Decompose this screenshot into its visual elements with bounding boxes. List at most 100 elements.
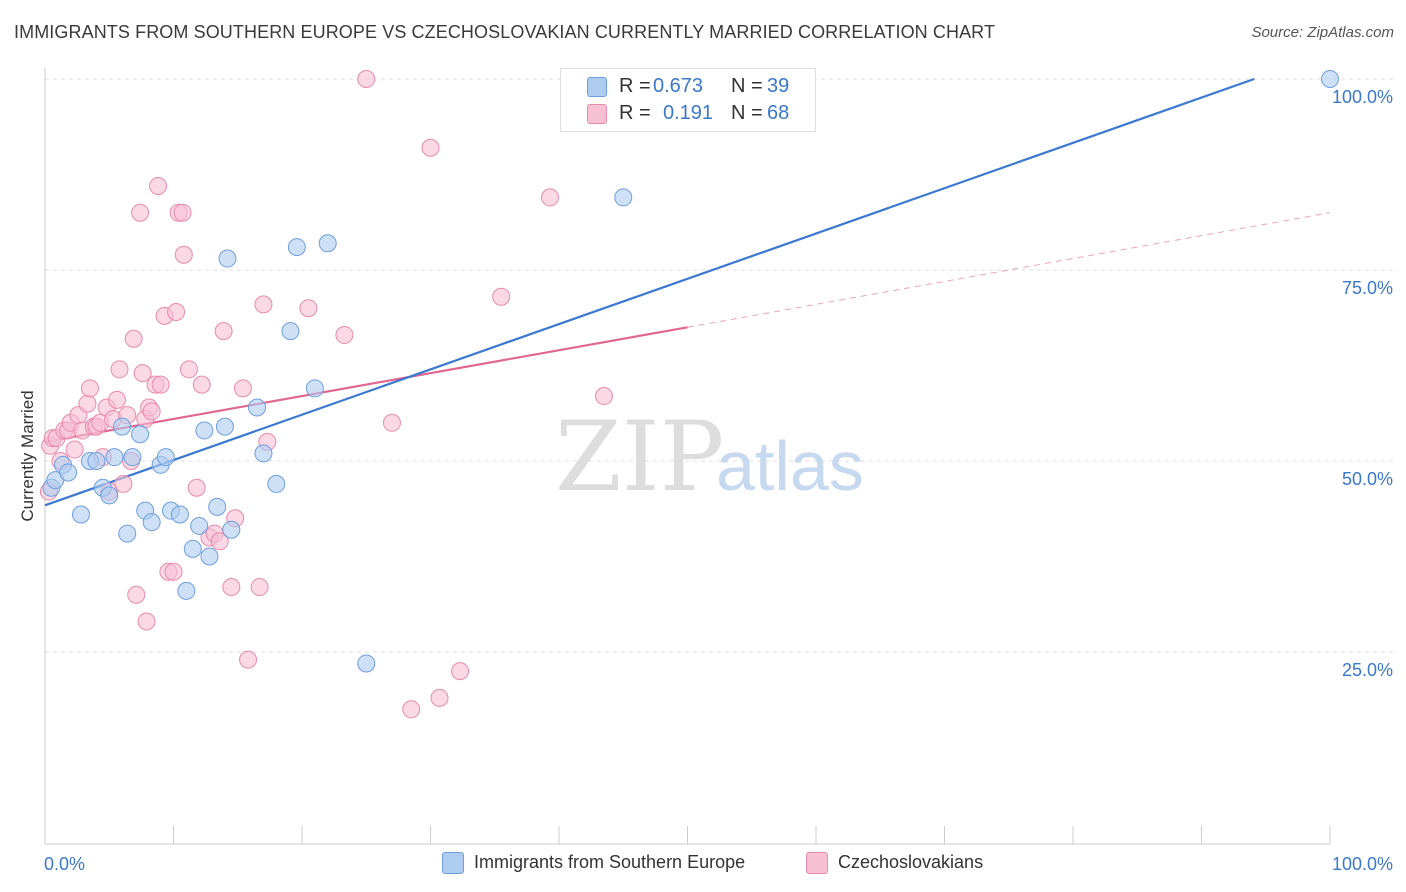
chart-title: IMMIGRANTS FROM SOUTHERN EUROPE VS CZECH… (14, 22, 996, 42)
czechoslovakian-point (492, 287, 511, 306)
bottom-legend-label-blue: Immigrants from Southern Europe (474, 852, 746, 872)
czechoslovakian-point (335, 325, 354, 344)
czechoslovakian-point (107, 390, 126, 409)
czechoslovakian-point (65, 440, 84, 459)
legend-n-label: N = (731, 74, 763, 97)
czechoslovakian-point (239, 650, 258, 669)
legend-swatch-pink (587, 104, 607, 124)
southern-europe-point (118, 524, 137, 543)
czechoslovakian-point (114, 474, 133, 493)
x-tick-label: 100.0% (1332, 854, 1393, 874)
czechoslovakian-point (133, 364, 152, 383)
x-tick-label: 0.0% (44, 854, 85, 874)
blue-trend-line (44, 77, 1255, 507)
legend-r-value-pink: 0.191 (663, 101, 714, 124)
southern-europe-point (170, 505, 189, 524)
y-tick-label: 100.0% (1332, 87, 1393, 107)
gridlines (45, 78, 1395, 653)
southern-europe-point (248, 398, 267, 417)
southern-europe-point (183, 539, 202, 558)
southern-europe-point (131, 425, 150, 444)
czechoslovakian-point (214, 322, 233, 341)
watermark-zip: ZIP (555, 401, 724, 513)
czechoslovakian-point (233, 379, 252, 398)
southern-europe-point (305, 379, 324, 398)
southern-europe-point (156, 448, 175, 467)
legend-n-value-blue: 39 (767, 74, 790, 97)
southern-europe-point (200, 547, 219, 566)
czechoslovakian-point (187, 478, 206, 497)
czechoslovakian-point (164, 562, 183, 581)
tick-labels: 25.0% 50.0% 75.0% 100.0% 0.0% 100.0% Currently… (18, 87, 1393, 874)
czechoslovakian-point (254, 295, 273, 314)
czechoslovakian-point (151, 375, 170, 394)
czechoslovakian-point (131, 203, 150, 222)
y-tick-label: 50.0% (1342, 469, 1393, 489)
southern-europe-points (42, 70, 1339, 673)
y-axis-label: Currently Married (18, 390, 37, 521)
czechoslovakian-point (192, 375, 211, 394)
southern-europe-point (267, 474, 286, 493)
czechoslovakian-point (167, 303, 186, 322)
czechoslovakian-point (250, 578, 269, 597)
southern-europe-point (218, 249, 237, 268)
legend-n-value-pink: 68 (767, 101, 790, 124)
southern-europe-point (142, 513, 161, 532)
legend-swatch-blue (587, 77, 607, 97)
southern-europe-point (614, 188, 633, 207)
southern-europe-point (59, 463, 78, 482)
legend-row-blue: R = 0.673 N = 39 (587, 74, 807, 98)
southern-europe-point (113, 417, 132, 436)
legend-r-value-blue: 0.673 (653, 74, 704, 97)
legend-n-label: N = (731, 101, 763, 124)
czechoslovakian-point (173, 203, 192, 222)
southern-europe-point (254, 444, 273, 463)
czechoslovakian-point (179, 360, 198, 379)
czechoslovakian-point (124, 329, 143, 348)
southern-europe-point (357, 654, 376, 673)
czechoslovakian-point (451, 662, 470, 681)
southern-europe-point (71, 505, 90, 524)
southern-europe-point (195, 421, 214, 440)
czechoslovakian-point (210, 532, 229, 551)
czechoslovakian-point (174, 245, 193, 264)
czechoslovakian-point (78, 394, 97, 413)
czechoslovakian-point (402, 700, 421, 719)
southern-europe-point (287, 238, 306, 257)
czechoslovakian-point (110, 360, 129, 379)
czechoslovakian-point (142, 402, 161, 421)
legend-r-label: R = (619, 101, 651, 124)
southern-europe-point (215, 417, 234, 436)
czechoslovakian-point (594, 387, 613, 406)
bottom-legend-swatch-pink (806, 852, 828, 874)
southern-europe-point (100, 486, 119, 505)
czechoslovakian-point (541, 188, 560, 207)
czechoslovakian-point (299, 299, 318, 318)
czechoslovakian-point (149, 176, 168, 195)
correlation-legend: R = 0.673 N = 39 R = 0.191 N = 68 (560, 68, 816, 132)
y-tick-label: 75.0% (1342, 278, 1393, 298)
bottom-legend-label-pink: Czechoslovakians (838, 852, 984, 872)
source-credit: Source: ZipAtlas.com (1251, 24, 1394, 41)
legend-row-pink: R = 0.191 N = 68 (587, 101, 807, 125)
southern-europe-point (1321, 70, 1339, 88)
czechoslovakian-point (137, 612, 156, 631)
southern-europe-point (318, 234, 337, 253)
czechoslovakian-point (382, 413, 401, 432)
legend-r-label: R = (619, 74, 651, 97)
czechoslovakian-point (430, 688, 449, 707)
southern-europe-point (123, 448, 142, 467)
axes (44, 68, 1331, 845)
czechoslovakian-point (80, 379, 99, 398)
y-tick-label: 25.0% (1342, 660, 1393, 680)
bottom-legend-swatch-blue (442, 852, 464, 874)
pink-trend-extension (687, 212, 1331, 328)
southern-europe-point (208, 497, 227, 516)
czechoslovakian-point (222, 578, 241, 597)
watermark-atlas: atlas (716, 427, 864, 505)
southern-europe-point (281, 322, 300, 341)
czechoslovakian-points (39, 70, 613, 719)
southern-europe-point (190, 516, 209, 535)
